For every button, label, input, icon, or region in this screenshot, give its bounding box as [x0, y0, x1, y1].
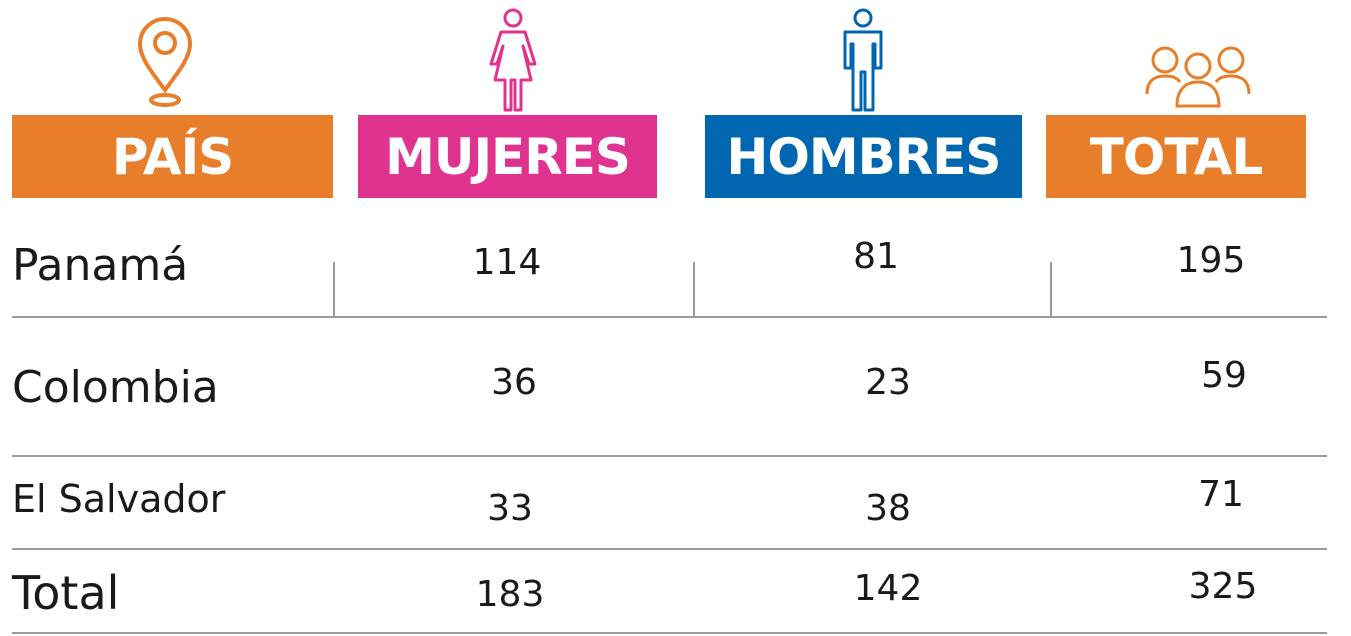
man-icon [843, 8, 883, 112]
woman-icon [489, 8, 537, 112]
country-cell: Colombia [12, 362, 219, 413]
value-cell: 142 [853, 568, 923, 609]
value-cell: 71 [1198, 474, 1244, 515]
value-cell: 114 [472, 242, 542, 283]
header-cell: HOMBRES [705, 115, 1022, 198]
header-cell: MUJERES [358, 115, 657, 198]
header-cell: TOTAL [1046, 115, 1306, 198]
value-cell: 183 [475, 574, 545, 615]
value-cell: 23 [865, 362, 911, 403]
value-cell: 195 [1176, 240, 1246, 281]
value-cell: 36 [491, 362, 537, 403]
value-cell: 59 [1201, 355, 1247, 396]
group-icon [1145, 46, 1251, 108]
value-cell: 325 [1188, 566, 1258, 607]
column-divider [333, 262, 335, 316]
country-cell: El Salvador [12, 477, 226, 521]
country-cell: Total [12, 566, 120, 620]
row-divider [12, 632, 1327, 634]
country-cell: Panamá [12, 240, 189, 291]
row-divider [12, 548, 1327, 550]
value-cell: 81 [853, 236, 899, 277]
row-divider [12, 316, 1327, 318]
value-cell: 33 [487, 488, 533, 529]
row-divider [12, 455, 1327, 457]
location-icon [137, 17, 193, 107]
column-divider [1050, 262, 1052, 316]
value-cell: 38 [865, 488, 911, 529]
column-divider [693, 262, 695, 316]
header-cell: PAÍS [12, 115, 333, 198]
